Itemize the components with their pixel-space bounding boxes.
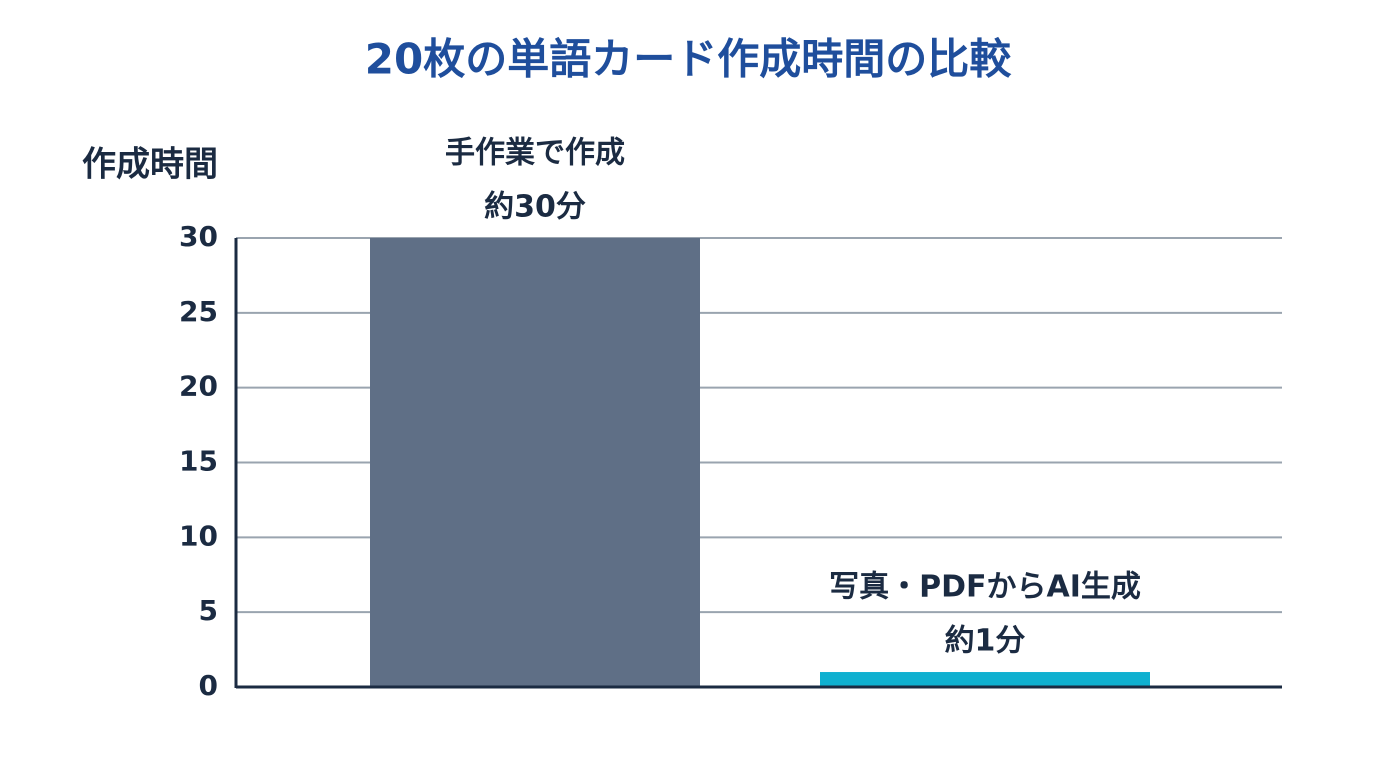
value-label: 約30分	[484, 190, 586, 225]
y-tick-label: 10	[179, 519, 218, 552]
y-tick-label: 15	[179, 445, 218, 478]
y-tick-label: 20	[179, 370, 218, 403]
y-tick-label: 25	[179, 295, 218, 328]
y-tick-label: 0	[199, 669, 218, 702]
category-label: 写真・PDFからAI生成	[829, 570, 1141, 605]
y-tick-label: 30	[179, 220, 218, 253]
category-label: 手作業で作成	[445, 136, 625, 171]
value-label: 約1分	[945, 624, 1026, 659]
bar	[820, 672, 1150, 687]
y-tick-label: 5	[199, 594, 218, 627]
bar	[370, 238, 700, 687]
chart-title: 20枚の単語カード作成時間の比較	[365, 35, 1012, 84]
y-axis-label: 作成時間	[82, 145, 218, 185]
